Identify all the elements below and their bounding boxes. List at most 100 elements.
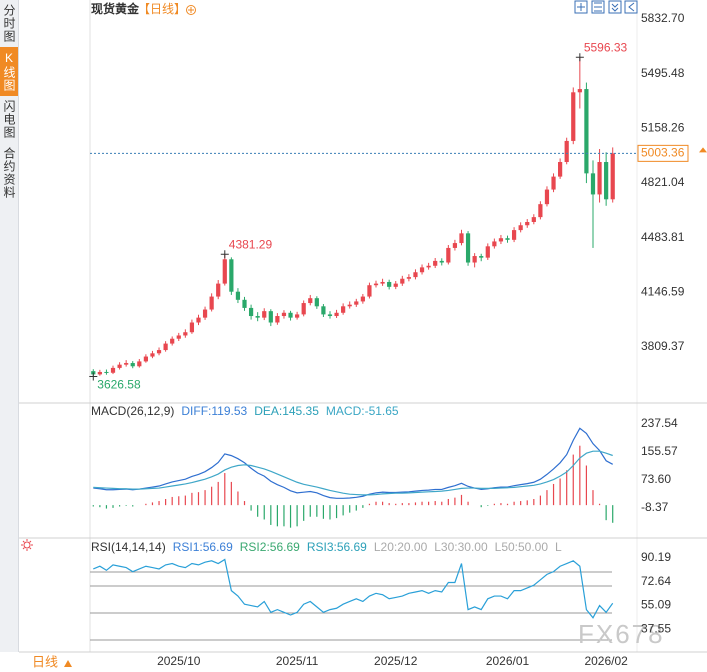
candle-body: [452, 243, 458, 248]
y-tick-label: 90.19: [641, 550, 671, 564]
extreme-marker: [220, 250, 229, 259]
candle-body: [163, 343, 168, 351]
indicator-label: L50:50.00: [495, 540, 549, 554]
indicator-label: L20:20.00: [374, 540, 428, 554]
candle-body: [229, 259, 234, 292]
candle-body: [492, 241, 497, 247]
last-price-arrow: [699, 147, 707, 153]
candle-body: [413, 272, 418, 278]
y-tick-label: 5495.48: [641, 66, 685, 80]
indicator-label: MACD:-51.65: [326, 404, 399, 418]
y-tick-label: 4146.59: [641, 284, 685, 298]
indicator-label: L: [555, 540, 562, 554]
candle-body: [216, 283, 221, 297]
candle-body: [505, 238, 510, 240]
y-tick-label: -8.37: [641, 500, 669, 514]
last-price-box: [637, 144, 689, 162]
sidebar-tab[interactable]: 闪电图: [2, 100, 16, 139]
candle-body: [367, 285, 372, 297]
sidebar-tab[interactable]: 分时图: [2, 4, 16, 43]
indicator-label: RSI3:56.69: [307, 540, 367, 554]
candle-body: [551, 176, 556, 190]
candle-body: [354, 301, 359, 305]
x-tick-label: 2025/10: [157, 654, 201, 668]
indicator-label: DEA:145.35: [254, 404, 319, 418]
footer-period[interactable]: 日线: [32, 654, 58, 669]
indicator-label: RSI2:56.69: [240, 540, 300, 554]
indicator-label: MACD(26,12,9): [91, 404, 174, 418]
candle-body: [117, 364, 122, 368]
candle-body: [137, 361, 142, 367]
watermark: FX678: [578, 619, 665, 649]
candle-body: [242, 299, 247, 308]
candle-body: [314, 298, 319, 307]
candle-body: [472, 256, 477, 263]
candle-body: [485, 246, 490, 258]
candle-body: [597, 162, 602, 195]
candle-body: [288, 312, 293, 318]
candle-body: [209, 296, 214, 310]
footer-arrow[interactable]: [64, 660, 72, 667]
last-price-label: 5003.36: [641, 146, 685, 160]
candle-body: [380, 281, 385, 284]
candle-body: [610, 153, 615, 200]
candle-body: [604, 162, 609, 200]
candle-body: [439, 260, 444, 263]
candle-body: [321, 306, 326, 315]
y-tick-label: 3809.37: [641, 339, 685, 353]
period-label[interactable]: 【日线】: [138, 2, 186, 16]
candle-body: [564, 140, 569, 163]
candle-body: [268, 311, 273, 323]
candle-body: [262, 311, 267, 318]
candle-body: [387, 281, 392, 287]
candle-body: [544, 189, 550, 205]
candle-body: [110, 367, 116, 373]
candle-body: [373, 283, 379, 286]
candle-body: [498, 238, 504, 242]
candle-body: [327, 314, 333, 317]
candle-body: [465, 233, 471, 263]
y-tick-label: 5158.26: [641, 120, 685, 134]
extreme-label: 4381.29: [229, 237, 273, 251]
candle-body: [419, 267, 425, 273]
extreme-marker: [575, 53, 584, 62]
candle-body: [446, 247, 451, 263]
y-tick-label: 4821.04: [641, 175, 685, 189]
candle-body: [183, 332, 188, 336]
add-icon[interactable]: [186, 5, 196, 15]
candle-body: [590, 173, 596, 195]
candle-body: [525, 221, 530, 226]
indicator-label: RSI1:56.69: [173, 540, 233, 554]
extreme-label: 3626.58: [97, 378, 141, 392]
y-tick-label: 73.60: [641, 472, 671, 486]
candle-body: [400, 278, 405, 284]
candle-body: [202, 309, 208, 318]
candle-body: [426, 265, 431, 268]
candle-body: [518, 225, 523, 231]
indicator-line: [93, 427, 613, 499]
candle-body: [143, 356, 148, 362]
candle-body: [308, 298, 313, 304]
candle-body: [511, 230, 517, 240]
candle-body: [248, 307, 254, 317]
sidebar-tab[interactable]: K线图: [0, 47, 18, 96]
candle-body: [235, 291, 241, 300]
candle-body: [433, 260, 438, 266]
candle-body: [538, 204, 543, 218]
candle-body: [459, 233, 464, 244]
sidebar-tab[interactable]: 合约资料: [2, 147, 16, 199]
candle-body: [301, 303, 306, 315]
candle-body: [584, 89, 589, 174]
toolbar[interactable]: [574, 0, 638, 14]
x-tick-label: 2026/01: [486, 654, 530, 668]
x-tick-label: 2025/12: [374, 654, 418, 668]
indicator-label: DIFF:119.53: [181, 404, 247, 418]
candle-body: [360, 296, 365, 302]
candle-body: [170, 338, 175, 344]
candle-body: [577, 89, 582, 93]
candle-body: [393, 283, 398, 287]
settings-icon[interactable]: [21, 539, 33, 551]
candle-body: [347, 304, 352, 307]
